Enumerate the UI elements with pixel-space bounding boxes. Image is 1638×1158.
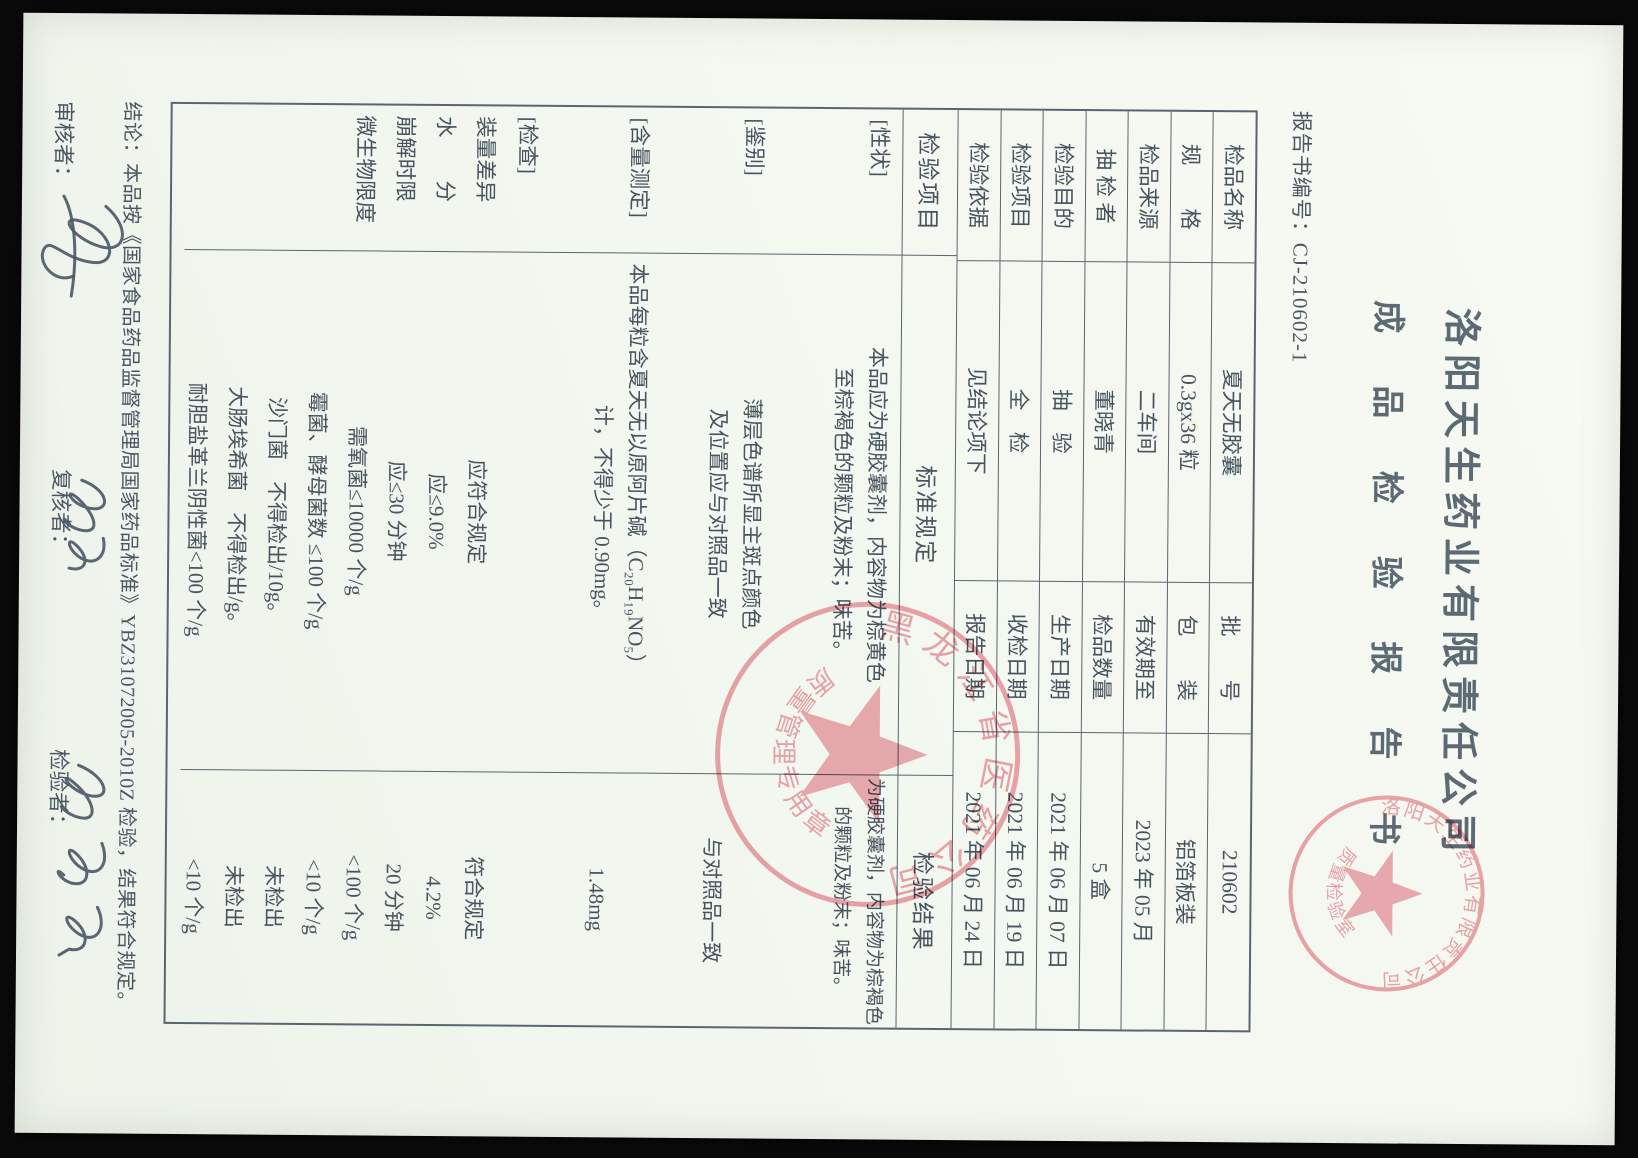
result-cell: 4.2%	[421, 876, 447, 920]
item-label: [含量测定]	[547, 106, 664, 254]
standard-cell: 需氧菌≤10000 个/g	[340, 251, 386, 772]
results-row-microbial-aerobic: 微生物限度 需氧菌≤10000 个/g <100 个/g	[339, 105, 387, 1023]
info-value: 2021 年 06 月 07 日	[1036, 732, 1082, 1030]
info-value: 210602	[1206, 733, 1251, 1031]
result-cell: 1.48mg	[584, 867, 609, 932]
standard-cell: 霉菌、酵母菌数 ≤100 个/g	[300, 250, 346, 772]
item-label	[185, 104, 227, 251]
results-row-disintegration: 崩解时限 应≤30 分钟 20 分钟	[379, 105, 427, 1024]
results-row-salmonella: 沙门菌 不得检出/10g。 未检出	[259, 104, 307, 1023]
quality-management-seal: 黑龙江省医药公司 质量管理专用章	[715, 601, 1021, 907]
info-label: 抽 检 者	[1085, 111, 1129, 262]
info-value: 董晓青	[1082, 261, 1128, 582]
result-cell	[499, 773, 543, 1025]
table-row: 规 格 0.3gx36 粒 包 装 铝箔板装	[1163, 111, 1214, 1031]
item-label: 水 分	[425, 105, 467, 253]
table-row: 检品来源 二车间 有效期至 2023 年 05 月	[1121, 111, 1172, 1030]
result-cell: <10 个/g	[181, 858, 207, 934]
item-label: [性状]	[777, 108, 904, 256]
report-number-line: 报告书编号：CJ-210602-1	[1286, 111, 1318, 364]
result-cell: <100 个/g	[341, 854, 367, 941]
item-label	[305, 104, 347, 252]
info-label: 检品数量	[1081, 581, 1125, 733]
info-value: 5 盒	[1078, 732, 1124, 1030]
report-page: 洛阳天生药业有限责任公司 成 品 检 验 报 告 书 报告书编号：CJ-2106…	[14, 12, 1624, 1146]
info-label: 规 格	[1169, 111, 1214, 263]
reviewer-signature	[40, 194, 124, 298]
info-label: 检品来源	[1127, 111, 1172, 263]
star-icon	[1342, 850, 1423, 937]
star-icon	[799, 685, 928, 824]
item-label: [鉴别]	[662, 107, 779, 255]
info-value: 0.3gx36 粒	[1167, 262, 1213, 583]
info-label: 检验依据	[957, 110, 1002, 261]
report-number-value: CJ-210602-1	[1287, 242, 1313, 364]
results-row-moisture: 水 分 应≤9.0% 4.2%	[419, 105, 467, 1024]
results-row-assay: [含量测定] 本品每粒含夏天无以原阿片碱（C₂₀H₁₉NO₅） 计，不得少于 0…	[541, 106, 664, 1026]
standard-cell: 应≤30 分钟	[380, 251, 426, 772]
results-row-mold-yeast: 霉菌、酵母菌数 ≤100 个/g <10 个/g	[299, 104, 347, 1023]
table-row: 检验目的 抽 验 生产日期 2021 年 06 月 07 日	[1036, 110, 1087, 1030]
result-cell: 符合规定	[461, 856, 487, 941]
results-row-tests-header: [检查]	[499, 106, 549, 1025]
info-label: 生产日期	[1038, 581, 1083, 733]
info-label: 检验项目	[1000, 110, 1044, 262]
standard-cell: 应符合规定	[460, 252, 506, 773]
reviewer-label: 审核者：	[51, 100, 76, 188]
info-value: 夏天无胶囊	[1209, 262, 1255, 583]
standard-cell: 本品每粒含夏天无以原阿片碱（C₂₀H₁₉NO₅） 计，不得少于 0.90mg。	[542, 252, 663, 774]
info-label: 检验目的	[1042, 110, 1087, 262]
quality-inspection-room-seal: 洛阳天生药业有限责任公司 质量检验室	[1288, 795, 1486, 992]
info-label: 检品名称	[1212, 112, 1256, 263]
result-cell: 未检出	[221, 864, 247, 929]
item-label: 微生物限度	[345, 105, 387, 252]
info-label: 包 装	[1166, 582, 1210, 734]
results-header-item: 检验项目	[903, 109, 959, 257]
standard-cell: 沙门菌 不得检出/10g。	[260, 250, 306, 771]
item-label	[265, 104, 307, 251]
standard-cell	[500, 252, 548, 773]
info-value: 二车间	[1124, 261, 1170, 583]
item-label: [检查]	[505, 106, 549, 253]
standard-cell: 应≤9.0%	[420, 251, 466, 773]
results-row-ecoli: 大肠埃希菌 不得检出/g。 未检出	[219, 104, 267, 1022]
result-cell: 未检出	[261, 865, 287, 929]
svg-text:质量检验室: 质量检验室	[1323, 843, 1360, 943]
info-value: 铝箔板装	[1163, 733, 1209, 1031]
inspector-signature	[56, 763, 107, 957]
info-label: 批 号	[1208, 582, 1252, 734]
info-value: 2023 年 05 月	[1121, 732, 1167, 1030]
info-value: 抽 验	[1039, 261, 1086, 582]
standard-cell: 耐胆盐革兰阴性菌<100 个/g	[180, 250, 226, 771]
info-value: 见结论项下	[954, 260, 1001, 581]
report-number-label: 报告书编号：	[1288, 110, 1314, 243]
svg-text:质量管理专用章: 质量管理专用章	[768, 662, 840, 846]
results-row-bile-tolerant: 耐胆盐革兰阴性菌<100 个/g <10 个/g	[179, 104, 227, 1022]
item-label: 崩解时限	[385, 105, 427, 252]
table-row: 抽 检 者 董晓青 检品数量 5 盒	[1078, 111, 1129, 1030]
standard-cell: 大肠埃希菌 不得检出/g。	[220, 250, 266, 771]
item-label: 装量差异	[465, 106, 507, 253]
result-cell: <10 个/g	[301, 859, 327, 935]
item-label	[225, 104, 267, 251]
info-value: 全 检	[997, 260, 1043, 582]
result-cell: 20 分钟	[381, 863, 407, 932]
results-row-weight-variation: 装量差异 应符合规定 符合规定	[459, 106, 507, 1024]
table-row: 检品名称 夏天无胶囊 批 号 210602	[1206, 112, 1256, 1031]
info-label: 有效期至	[1123, 581, 1168, 734]
checker-signature	[62, 478, 106, 571]
